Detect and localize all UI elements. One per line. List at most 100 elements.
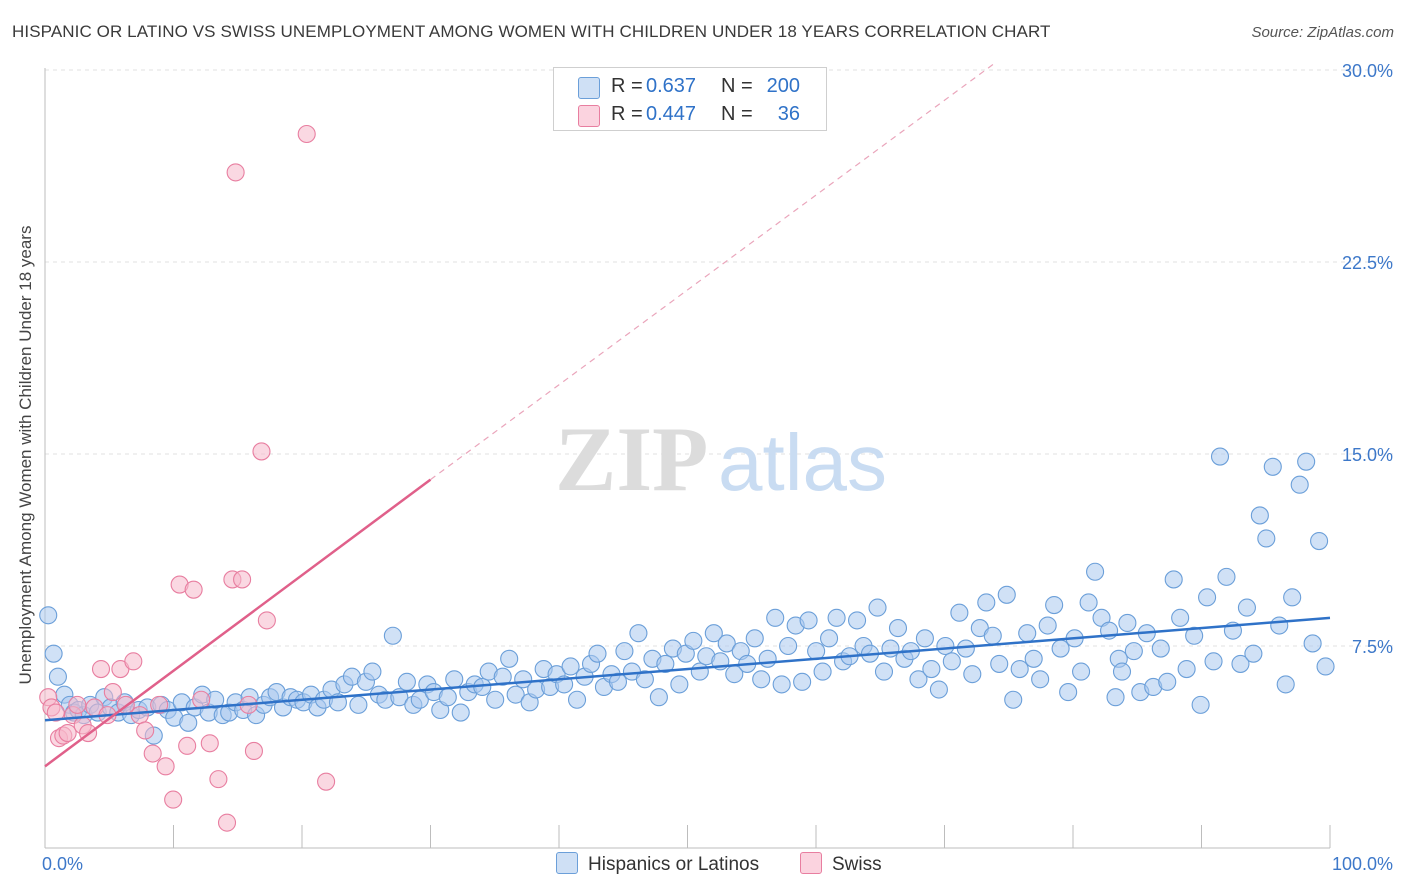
- hispanic-point: [1158, 672, 1177, 691]
- hispanic-point: [1257, 529, 1276, 548]
- hispanic-point: [383, 626, 402, 645]
- hispanic-point: [936, 636, 955, 656]
- hispanic-point: [1244, 644, 1263, 663]
- hispanic-point: [1031, 670, 1050, 689]
- hispanic-point: [684, 631, 703, 650]
- data-points: [39, 124, 1335, 832]
- swiss-point: [136, 721, 155, 740]
- hispanic-point: [772, 675, 791, 694]
- hispanic-point: [888, 619, 908, 638]
- hispanic-point: [1185, 626, 1204, 645]
- hispanic-point: [745, 629, 764, 648]
- swiss-point: [252, 442, 271, 461]
- hispanic-point: [1270, 616, 1289, 635]
- hispanic-point: [1310, 531, 1329, 551]
- hispanic-point: [1086, 562, 1105, 581]
- hispanic-point: [717, 634, 736, 653]
- y-tick-label: 15.0%: [1342, 445, 1393, 465]
- hispanic-point: [451, 703, 470, 722]
- hispanic-point: [1010, 659, 1029, 679]
- hispanic-point: [39, 606, 58, 625]
- hispanic-point: [1038, 616, 1057, 635]
- hispanic-point: [1276, 675, 1295, 694]
- x-tick-label: 100.0%: [1332, 854, 1393, 874]
- hispanic-point: [997, 585, 1016, 604]
- y-tick-label: 30.0%: [1342, 61, 1393, 81]
- swiss-point: [317, 772, 336, 791]
- hispanic-point: [1164, 570, 1183, 589]
- swiss-point: [209, 770, 228, 789]
- legend-swatch-swiss: [800, 852, 822, 874]
- swiss-point: [91, 659, 111, 679]
- axes: [44, 68, 1331, 849]
- swiss-swatch: [578, 105, 600, 127]
- hispanic-point: [48, 667, 67, 686]
- hispanic-point: [649, 688, 668, 707]
- swiss-point: [257, 611, 276, 630]
- r-label: R =: [611, 75, 643, 97]
- chart-title: HISPANIC OR LATINO VS SWISS UNEMPLOYMENT…: [12, 22, 1051, 41]
- hispanic-point: [1024, 649, 1043, 668]
- swiss-trend-line: [44, 478, 432, 768]
- hispanic-point: [820, 629, 839, 648]
- r-value: 0.447: [646, 103, 697, 125]
- gridlines: [45, 69, 1395, 647]
- hispanic-point: [438, 688, 457, 707]
- hispanic-point: [1316, 657, 1335, 676]
- hispanic-swatch: [578, 77, 600, 99]
- source-label: Source: ZipAtlas.com: [1251, 24, 1394, 41]
- watermark: ZIP atlas: [555, 408, 887, 510]
- hispanic-point: [1210, 447, 1230, 466]
- hispanic-point: [1059, 683, 1078, 702]
- hispanic-point: [848, 611, 867, 630]
- hispanic-point: [363, 662, 382, 681]
- swiss-point: [200, 734, 219, 753]
- swiss-point: [178, 736, 197, 755]
- y-tick-label: 22.5%: [1342, 253, 1393, 273]
- hispanic-point: [1204, 652, 1223, 671]
- hispanic-point: [950, 603, 969, 622]
- hispanic-point: [1191, 695, 1210, 714]
- swiss-point: [46, 703, 65, 722]
- swiss-point: [103, 683, 122, 702]
- swiss-point: [192, 690, 211, 709]
- hispanic-point: [506, 685, 525, 704]
- hispanic-point: [1290, 475, 1309, 494]
- swiss-point: [58, 723, 77, 743]
- swiss-point: [124, 652, 143, 671]
- hispanic-point: [1198, 588, 1217, 607]
- hispanic-point: [868, 598, 887, 617]
- hispanic-point: [990, 654, 1009, 673]
- watermark-atlas: atlas: [718, 418, 887, 507]
- swiss-trend-extension: [430, 61, 997, 481]
- legend-swatch-hispanic: [556, 852, 578, 874]
- swiss-point: [226, 163, 245, 182]
- n-value: 200: [766, 75, 800, 97]
- hispanic-point: [1118, 613, 1137, 633]
- hispanic-point: [1171, 608, 1190, 627]
- hispanic-point: [670, 675, 689, 694]
- hispanic-point: [793, 672, 812, 691]
- hispanic-point: [690, 662, 709, 681]
- hispanic-point: [1217, 567, 1236, 586]
- hispanic-point: [758, 649, 777, 668]
- hispanic-point: [813, 662, 832, 681]
- swiss-point: [164, 790, 183, 809]
- hispanic-point: [874, 662, 894, 681]
- hispanic-point: [1106, 688, 1125, 707]
- hispanic-point: [1303, 634, 1322, 653]
- n-label: N =: [721, 75, 753, 97]
- watermark-zip: ZIP: [555, 408, 708, 510]
- hispanic-trend-line: [44, 616, 1331, 722]
- swiss-point: [143, 744, 162, 763]
- hispanic-point: [500, 649, 519, 668]
- hispanic-point: [779, 636, 798, 656]
- swiss-point: [244, 741, 263, 761]
- legend-item-swiss: Swiss: [800, 852, 882, 876]
- hispanic-point: [909, 670, 928, 689]
- stats-legend: R = 0.637 N = 200 R = 0.447 N = 36: [553, 67, 827, 131]
- hispanic-point: [977, 593, 996, 612]
- swiss-point: [130, 706, 149, 725]
- trend-lines: [44, 61, 1331, 768]
